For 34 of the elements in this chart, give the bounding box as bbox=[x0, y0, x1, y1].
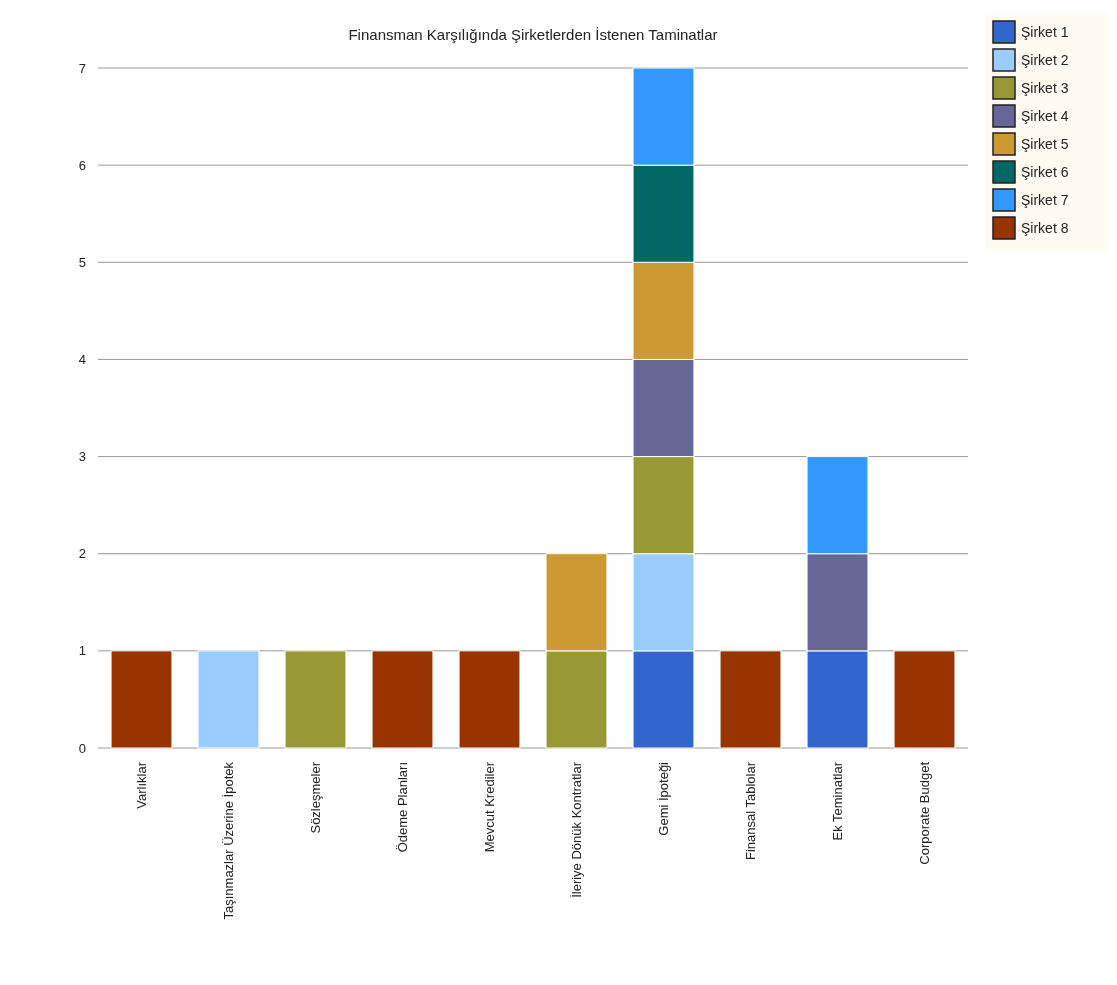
legend-label: Şirket 3 bbox=[1021, 79, 1069, 96]
x-tick-label: İleriye Dönük Kontratlar bbox=[569, 761, 585, 898]
x-tick-label: Corporate Budget bbox=[917, 761, 933, 865]
y-tick-label: 6 bbox=[78, 157, 86, 173]
y-tick-label: 2 bbox=[78, 546, 86, 562]
y-tick-label: 4 bbox=[78, 351, 86, 367]
y-tick-label: 5 bbox=[78, 254, 86, 270]
x-tick-label: Ödeme Planları bbox=[395, 762, 411, 853]
legend-label: Şirket 2 bbox=[1021, 51, 1069, 68]
bar bbox=[893, 650, 956, 749]
x-tick-label: Mevcut Krediler bbox=[482, 761, 498, 853]
x-tick-label: Sözleşmeler bbox=[308, 761, 324, 834]
legend-label: Şirket 1 bbox=[1021, 23, 1069, 40]
x-tick-label: Taşınmazlar Üzerine İpotek bbox=[221, 761, 237, 920]
bar bbox=[197, 650, 260, 749]
y-tick-label: 7 bbox=[78, 60, 86, 76]
x-tick-label: Finansal Tablolar bbox=[743, 761, 759, 861]
bar bbox=[284, 650, 347, 749]
y-tick-label: 3 bbox=[78, 449, 86, 465]
legend-label: Şirket 4 bbox=[1021, 107, 1069, 124]
y-tick-label: 1 bbox=[78, 643, 86, 659]
legend-label: Şirket 8 bbox=[1021, 219, 1069, 236]
x-tick-label: Gemi İpoteği bbox=[656, 761, 672, 836]
legend-label: Şirket 6 bbox=[1021, 163, 1069, 180]
x-tick-label: Ek Teminatlar bbox=[830, 761, 846, 841]
y-tick-label: 0 bbox=[78, 740, 86, 756]
legend-label: Şirket 5 bbox=[1021, 135, 1069, 152]
bar bbox=[719, 650, 782, 749]
chart-title: Finansman Karşılığında Şirketlerden İstenen Taminatlar bbox=[348, 26, 718, 43]
legend-label: Şirket 7 bbox=[1021, 191, 1069, 208]
x-tick-label: Varlıklar bbox=[134, 761, 150, 809]
bar bbox=[458, 650, 521, 749]
bar bbox=[371, 650, 434, 749]
bar bbox=[110, 650, 173, 749]
